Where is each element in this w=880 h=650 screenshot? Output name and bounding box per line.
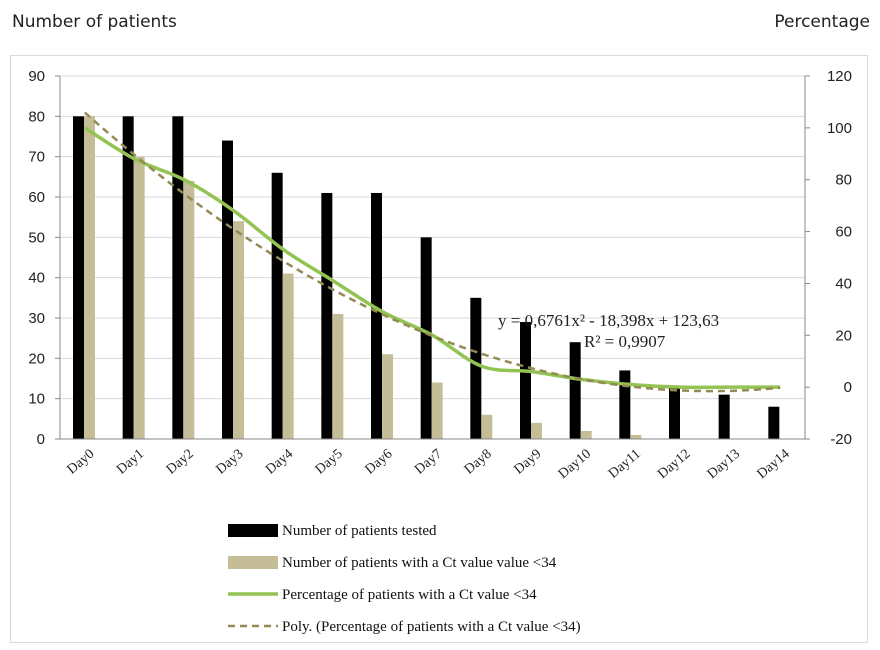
x-axis-ticks: Day0 Day1 Day2 Day3 Day4 Day5 Day6 Day7 Day8 Day9… <box>65 447 793 482</box>
left-tick-label: 40 <box>28 270 45 287</box>
bar-ct34 <box>382 354 393 439</box>
axes <box>59 76 806 440</box>
bar-tested <box>271 172 283 440</box>
bar-ct34 <box>630 434 642 439</box>
legend-swatch <box>228 556 278 569</box>
bar-tested <box>470 297 482 439</box>
legend: Number of patients tested Number of patie… <box>228 523 581 635</box>
right-tick-label: 120 <box>827 68 852 85</box>
bar-tested <box>73 116 84 439</box>
x-tick-label: Day5 <box>313 447 346 478</box>
x-tick-label: Day11 <box>606 447 644 482</box>
legend-label: Number of patients tested <box>282 523 437 539</box>
legend-swatch <box>228 524 278 537</box>
bar-ct34 <box>233 221 244 439</box>
series-lines <box>83 111 781 393</box>
x-tick-label: Day6 <box>363 447 396 478</box>
poly-trendline <box>84 111 781 393</box>
bar-tested <box>768 406 780 439</box>
bar-ct34 <box>431 382 443 439</box>
legend-label: Poly. (Percentage of patients with a Ct … <box>282 619 581 635</box>
left-tick-label: 20 <box>28 350 45 367</box>
left-tick-label: 30 <box>28 310 45 327</box>
legend-label: Number of patients with a Ct value value… <box>282 555 557 571</box>
bar-ct34 <box>183 180 195 439</box>
bar-tested <box>569 342 581 439</box>
bar-tested <box>619 370 631 439</box>
left-tick-label: 50 <box>28 229 45 246</box>
right-tick-label: 40 <box>835 275 852 292</box>
right-axis-ticks: -20 0 20 40 60 80 100 120 <box>805 68 852 448</box>
bar-tested <box>520 322 531 439</box>
x-tick-label: Day12 <box>655 447 693 482</box>
bars <box>73 116 780 440</box>
x-tick-label: Day7 <box>412 447 445 478</box>
x-tick-label: Day9 <box>512 447 545 478</box>
x-tick-label: Day8 <box>462 447 495 478</box>
bar-ct34 <box>580 430 592 439</box>
bar-tested <box>420 237 432 439</box>
x-tick-label: Day14 <box>755 447 793 482</box>
bar-tested <box>718 394 730 439</box>
left-tick-label: 70 <box>28 149 45 166</box>
trendline-r2: R² = 0,9907 <box>584 332 666 351</box>
right-tick-label: -20 <box>830 431 852 448</box>
trendline-equation: y = 0,6761x² - 18,398x + 123,63 <box>498 311 719 330</box>
bar-tested <box>222 140 233 440</box>
left-tick-label: 90 <box>28 68 45 85</box>
x-tick-label: Day0 <box>65 447 98 478</box>
x-tick-label: Day2 <box>164 447 197 478</box>
right-tick-label: 80 <box>835 172 852 189</box>
left-tick-label: 0 <box>37 431 45 448</box>
bar-ct34 <box>133 156 145 439</box>
bar-ct34 <box>332 313 344 439</box>
bar-tested <box>669 386 680 439</box>
bar-tested <box>321 192 333 439</box>
left-axis-ticks: 0 10 20 30 40 50 60 70 80 90 <box>28 68 60 448</box>
percentage-line <box>83 126 781 390</box>
bar-tested <box>122 116 134 439</box>
right-tick-label: 100 <box>827 120 852 137</box>
right-tick-label: 20 <box>835 327 852 344</box>
bar-ct34 <box>481 414 493 439</box>
x-tick-label: Day1 <box>114 447 147 478</box>
x-tick-label: Day3 <box>214 447 247 478</box>
right-tick-label: 0 <box>844 379 852 396</box>
left-tick-label: 10 <box>28 391 45 408</box>
left-axis-title: Number of patients <box>12 12 177 32</box>
bar-ct34 <box>84 116 95 439</box>
bar-tested <box>172 116 184 439</box>
left-tick-label: 80 <box>28 108 45 125</box>
legend-label: Percentage of patients with a Ct value <… <box>282 587 537 603</box>
x-tick-label: Day10 <box>556 447 594 482</box>
bar-ct34 <box>282 273 294 439</box>
left-tick-label: 60 <box>28 189 45 206</box>
right-tick-label: 60 <box>835 224 852 241</box>
chart-frame <box>10 55 868 643</box>
x-tick-label: Day13 <box>705 447 743 482</box>
bar-ct34 <box>531 422 542 439</box>
x-tick-label: Day4 <box>263 447 296 478</box>
right-axis-title: Percentage <box>774 12 870 32</box>
bar-tested <box>371 192 382 439</box>
